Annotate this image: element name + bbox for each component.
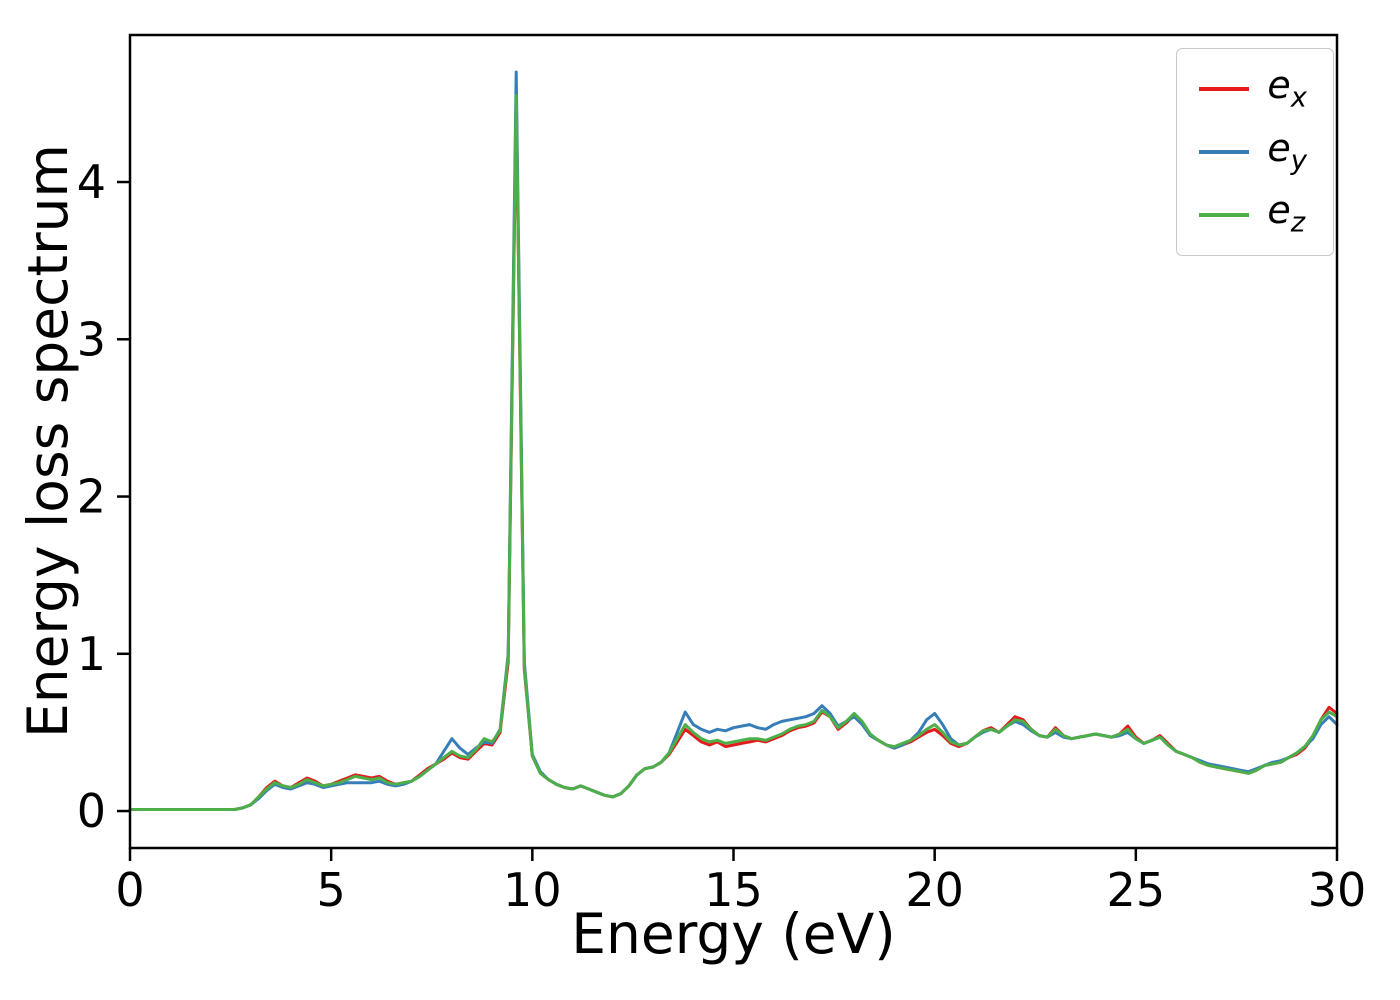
legend-label-ey: ey: [1267, 125, 1307, 177]
x-tick-label: 10: [503, 863, 562, 917]
x-tick-label: 5: [317, 863, 346, 917]
legend-label-ez-sub: z: [1290, 207, 1306, 239]
y-tick-label: 4: [77, 155, 106, 209]
legend-label-ey-sub: y: [1290, 145, 1307, 177]
series-line-ex: [128, 101, 1339, 811]
legend-line-ez: [1199, 212, 1250, 217]
y-axis-label: Energy loss spectrum: [16, 143, 80, 739]
legend-item-ey: ey: [1199, 125, 1307, 177]
x-axis-label: Energy (eV): [571, 902, 896, 966]
legend-label-ex-sub: x: [1290, 82, 1307, 114]
x-tick-label: 0: [115, 863, 144, 917]
legend-line-ex: [1199, 87, 1250, 92]
y-tick-label: 1: [77, 627, 106, 681]
legend-label-ez-main: e: [1267, 188, 1291, 233]
series-line-ey: [128, 70, 1339, 811]
x-tick-label: 15: [704, 863, 763, 917]
legend: ex ey ez: [1176, 48, 1334, 257]
x-tick-label: 30: [1308, 863, 1367, 917]
y-tick-label: 0: [77, 784, 106, 838]
legend-item-ex: ex: [1199, 63, 1307, 114]
legend-label-ex-main: e: [1267, 63, 1291, 107]
legend-label-ez: ez: [1267, 188, 1306, 239]
plot-border: [128, 33, 1339, 850]
legend-line-ey: [1199, 150, 1250, 155]
x-tick-label: 20: [905, 863, 964, 917]
y-tick-label: 3: [77, 312, 106, 366]
y-tick-label: 2: [77, 470, 106, 524]
x-tick-label: 25: [1107, 863, 1166, 917]
legend-item-ez: ez: [1199, 188, 1307, 239]
legend-label-ey-main: e: [1267, 125, 1291, 170]
series-line-ez: [128, 94, 1339, 811]
legend-label-ex: ex: [1267, 63, 1307, 114]
